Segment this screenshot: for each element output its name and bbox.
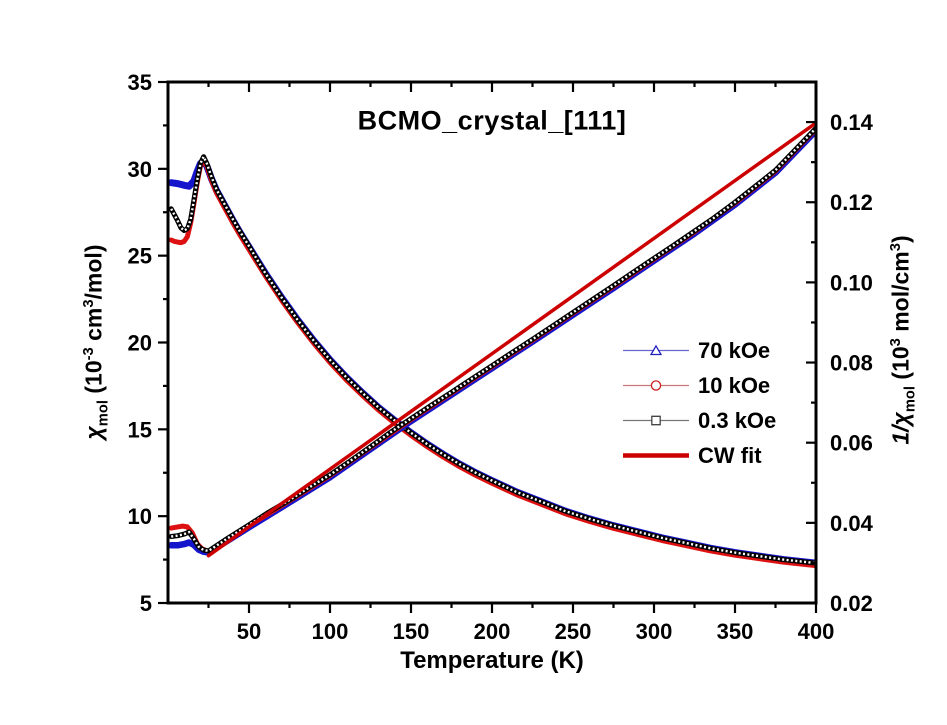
x-tick-label: 200 (474, 619, 511, 644)
line-circle-marker-icon (623, 380, 689, 391)
x-tick-label: 400 (798, 619, 835, 644)
left-label-text: (10 (80, 360, 107, 401)
x-tick-label: 150 (393, 619, 430, 644)
y-right-tick-label: 0.08 (830, 351, 873, 376)
series-chi_0.3kOe (168, 154, 816, 566)
plot-frame (166, 80, 818, 605)
series-cw_fit (206, 121, 816, 558)
right-y-axis-label: 1/χmol (103 mol/cm3) (888, 235, 919, 444)
legend-label: 70 kOe (698, 337, 771, 363)
y-right-tick-label: 0.14 (830, 110, 874, 135)
right-label-end: ) (887, 235, 914, 244)
right-label-exponent: 3 (888, 338, 905, 347)
series-invchi_0.3kOe (168, 125, 816, 554)
circle-marker-icon (650, 380, 662, 391)
y-left-tick-label: 35 (128, 70, 152, 95)
inv-chi-subscript: mol (902, 385, 919, 413)
y-right-tick-label: 0.06 (830, 431, 873, 456)
legend-item-cw-fit: CW fit (621, 442, 776, 469)
right-label-text: (10 (887, 346, 914, 386)
triangle-marker-icon (649, 344, 663, 356)
x-axis-label: Temperature (K) (400, 647, 584, 674)
plot-area (168, 121, 816, 569)
chi-symbol: χ (80, 426, 107, 440)
legend-item-0.3kOe: 0.3 kOe (621, 407, 776, 434)
right-label-text2: mol/cm (887, 251, 914, 339)
line-triangle-marker-icon (623, 344, 689, 356)
inv-chi-symbol: 1/χ (887, 412, 914, 445)
chi-subscript: mol (95, 400, 112, 427)
square-marker-icon (651, 415, 661, 426)
y-left-tick-label: 5 (140, 591, 152, 616)
y-left-tick-label: 10 (128, 504, 152, 529)
left-y-axis-label: χmol (10-3 cm3/mol) (81, 245, 112, 440)
thick-line-icon (623, 453, 689, 458)
chart-title: BCMO_crystal_[111] (357, 105, 627, 136)
x-tick-label: 300 (636, 619, 673, 644)
legend-item-10kOe: 10 kOe (621, 372, 776, 399)
legend: 70 kOe 10 kOe 0.3 kOe CW fit (621, 337, 776, 469)
left-label-end: /mol) (80, 244, 107, 300)
y-left-tick-label: 15 (128, 417, 152, 442)
x-tick-label: 50 (237, 619, 261, 644)
x-tick-label: 350 (717, 619, 754, 644)
x-tick-label: 100 (312, 619, 349, 644)
y-left-tick-label: 30 (128, 157, 152, 182)
x-tick-label: 250 (555, 619, 592, 644)
legend-label: CW fit (698, 442, 762, 468)
y-right-tick-label: 0.12 (830, 190, 873, 215)
line-square-marker-icon (623, 415, 689, 426)
y-right-tick-label: 0.02 (830, 591, 873, 616)
left-label-exponent2: 3 (81, 299, 98, 308)
y-left-tick-label: 25 (128, 244, 152, 269)
legend-label: 0.3 kOe (698, 407, 777, 433)
y-left-tick-label: 20 (128, 331, 152, 356)
legend-item-70kOe: 70 kOe (621, 337, 776, 364)
right-label-exponent2: 3 (888, 243, 905, 252)
y-right-tick-label: 0.04 (830, 511, 874, 536)
y-right-tick-label: 0.10 (830, 270, 873, 295)
left-label-text2: cm (80, 307, 107, 348)
legend-label: 10 kOe (698, 372, 771, 398)
left-label-exponent: -3 (81, 347, 98, 361)
